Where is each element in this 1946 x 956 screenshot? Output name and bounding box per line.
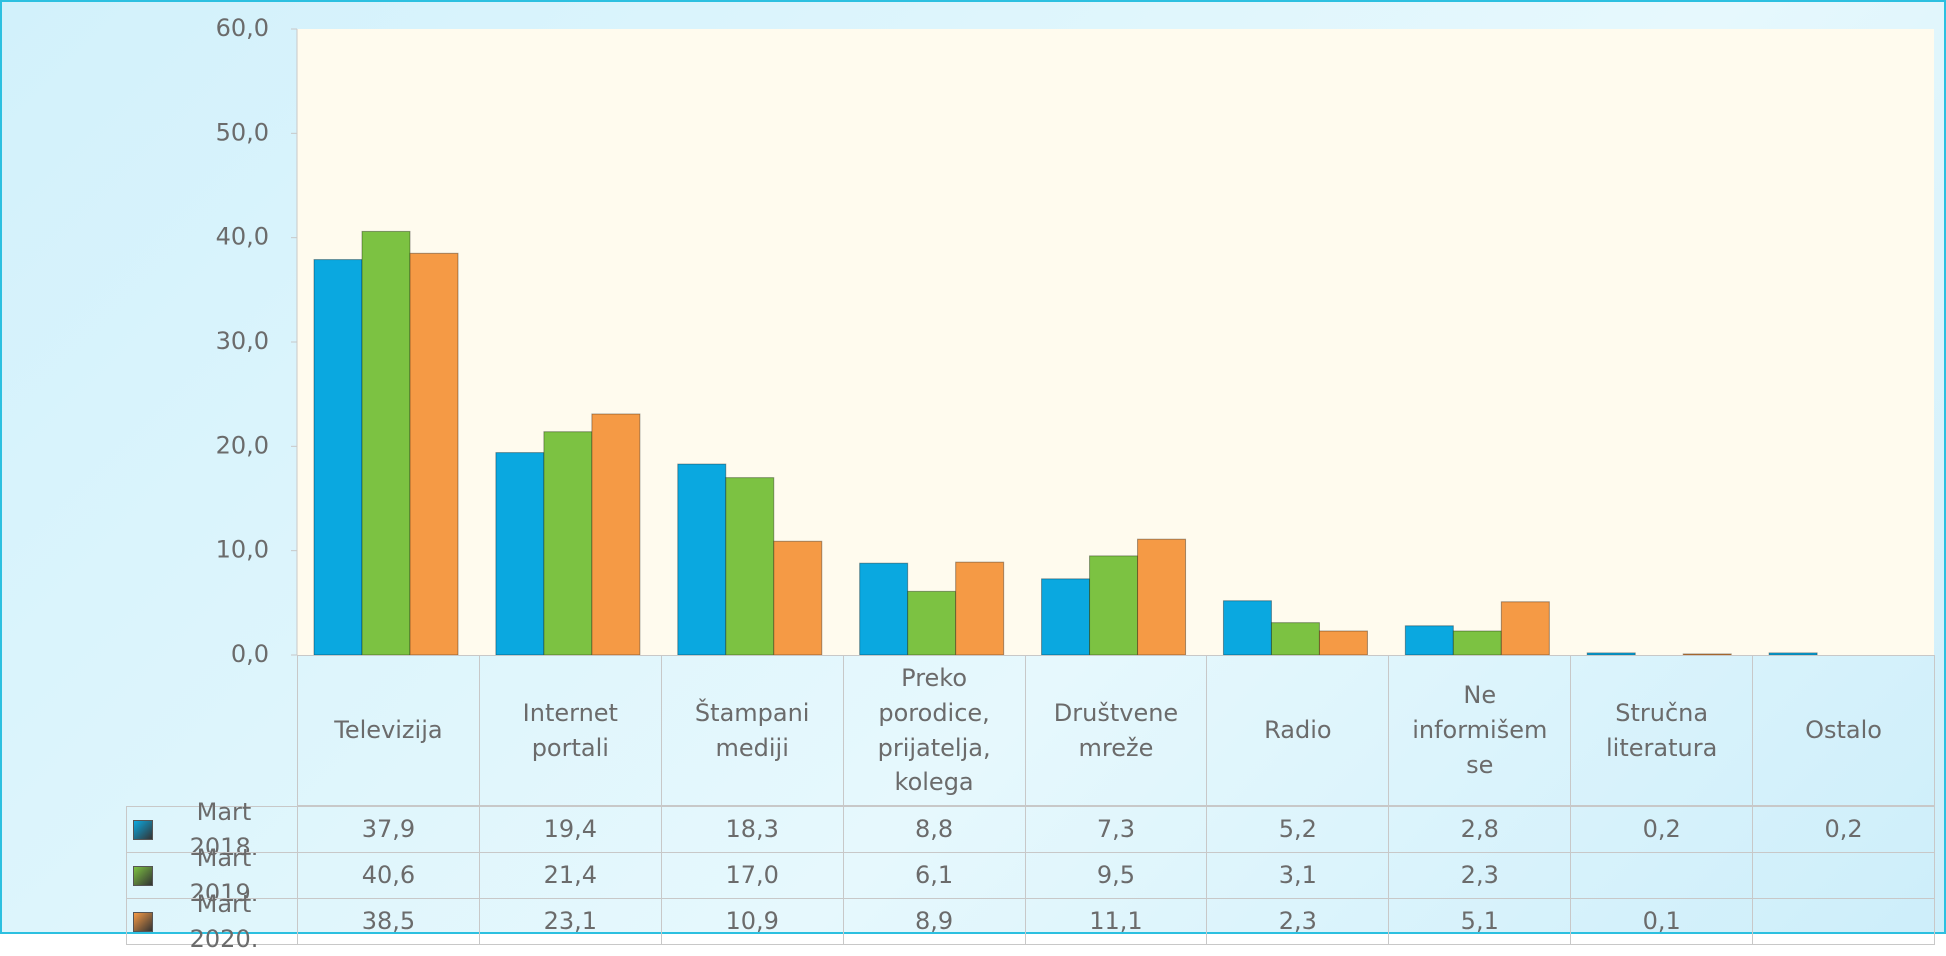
bar xyxy=(409,252,459,656)
bar xyxy=(1452,630,1502,656)
data-label: 11,1 xyxy=(1024,898,1208,945)
legend-label: Mart 2020. xyxy=(189,889,259,953)
y-tick-label: 0,0 xyxy=(231,640,269,668)
x-tick-label: Preko porodice, prijatelja, kolega xyxy=(842,655,1026,806)
data-label xyxy=(1570,852,1754,899)
data-label: 21,4 xyxy=(478,852,662,899)
data-label: 40,6 xyxy=(297,852,480,899)
y-tick-label: 50,0 xyxy=(216,118,269,146)
data-label: 5,1 xyxy=(1388,898,1572,945)
legend-swatch xyxy=(133,819,153,840)
y-tick-label: 60,0 xyxy=(216,14,269,42)
bar xyxy=(677,463,727,656)
legend-entry: Mart 2020. xyxy=(126,890,298,953)
legend-swatch xyxy=(133,865,153,886)
data-label: 38,5 xyxy=(297,898,480,945)
x-tick-label: Televizija xyxy=(297,655,480,806)
plot: 0,0 10,0 20,0 30,0 40,0 50,0 60,0 xyxy=(216,14,1934,668)
y-tick-label: 40,0 xyxy=(216,223,269,251)
bar xyxy=(859,562,909,656)
bar xyxy=(361,230,411,656)
bar xyxy=(1089,555,1139,656)
data-label: 2,3 xyxy=(1206,898,1390,945)
bar xyxy=(591,413,641,656)
x-tick-label: Internet portali xyxy=(478,655,662,806)
bar xyxy=(1586,652,1636,656)
data-label: 2,8 xyxy=(1388,806,1572,853)
data-label: 8,8 xyxy=(842,806,1026,853)
data-label: 7,3 xyxy=(1024,806,1208,853)
bar xyxy=(495,452,545,656)
bar xyxy=(1270,622,1320,656)
data-label: 5,2 xyxy=(1206,806,1390,853)
data-label: 0,2 xyxy=(1570,806,1754,853)
data-label: 9,5 xyxy=(1024,852,1208,899)
bar xyxy=(1768,652,1818,656)
data-label: 3,1 xyxy=(1206,852,1390,899)
data-label: 0,2 xyxy=(1752,806,1935,853)
bar xyxy=(1404,625,1454,656)
data-label: 6,1 xyxy=(842,852,1026,899)
bar xyxy=(543,431,593,656)
bar xyxy=(1137,538,1187,656)
legend-swatch xyxy=(133,911,153,932)
data-label: 2,3 xyxy=(1388,852,1572,899)
x-tick-label: Ostalo xyxy=(1752,655,1935,806)
x-tick-label: Štampani mediji xyxy=(660,655,844,806)
data-label: 37,9 xyxy=(297,806,480,853)
legend-label: Mart 2018. xyxy=(189,797,259,861)
data-label: 23,1 xyxy=(478,898,662,945)
data-label: 18,3 xyxy=(660,806,844,853)
bar xyxy=(1222,600,1272,656)
data-label: 0,1 xyxy=(1570,898,1754,945)
legend-entry: Mart 2019. xyxy=(126,844,298,907)
bar xyxy=(1318,630,1368,656)
y-tick-label: 30,0 xyxy=(216,327,269,355)
legend-label: Mart 2019. xyxy=(189,843,259,907)
data-label: 10,9 xyxy=(660,898,844,945)
data-label xyxy=(1752,852,1935,899)
y-tick-label: 20,0 xyxy=(216,431,269,459)
y-tick-label: 10,0 xyxy=(216,536,269,564)
bar xyxy=(907,590,957,656)
data-label: 17,0 xyxy=(660,852,844,899)
legend-entry: Mart 2018. xyxy=(126,798,298,861)
x-tick-label: Radio xyxy=(1206,655,1390,806)
bar xyxy=(1500,601,1550,656)
bar xyxy=(1041,578,1091,656)
bar xyxy=(955,561,1005,656)
bar xyxy=(1682,653,1732,656)
bar xyxy=(313,259,363,656)
data-label: 8,9 xyxy=(842,898,1026,945)
x-tick-label: Stručna literatura xyxy=(1570,655,1754,806)
x-tick-label: Ne informišem se xyxy=(1388,655,1572,806)
data-label xyxy=(1752,898,1935,945)
bar xyxy=(773,540,823,656)
x-tick-label: Društvene mreže xyxy=(1024,655,1208,806)
bar xyxy=(725,477,775,656)
data-label: 19,4 xyxy=(478,806,662,853)
